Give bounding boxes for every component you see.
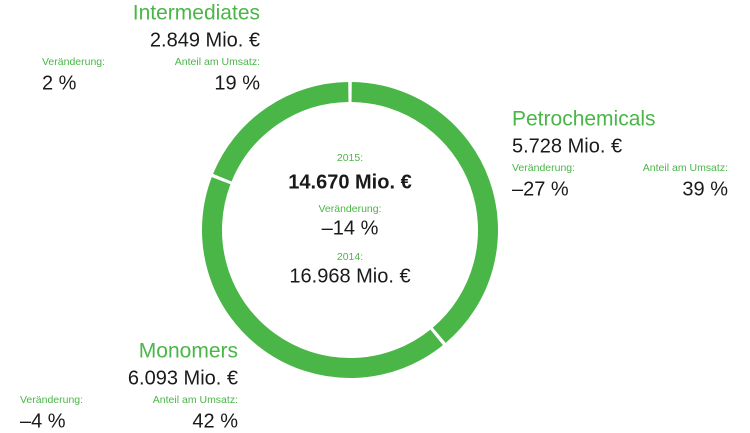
- year-label: 2015:: [337, 152, 363, 164]
- segment-name: Intermediates: [133, 2, 260, 25]
- prev-year-label: 2014:: [337, 251, 363, 263]
- change-caption: Veränderung:: [512, 162, 575, 174]
- change-value: –27 %: [512, 178, 569, 200]
- segment-name: Petrochemicals: [512, 108, 656, 131]
- share-caption: Anteil am Umsatz:: [643, 162, 728, 174]
- change-value: –4 %: [20, 410, 66, 432]
- share-caption: Anteil am Umsatz:: [153, 394, 238, 406]
- share-value: 39 %: [682, 178, 728, 200]
- change-value: 2 %: [42, 72, 77, 94]
- segment-revenue: 5.728 Mio. €: [512, 135, 622, 157]
- total-change: –14 %: [322, 217, 379, 239]
- total: 14.670 Mio. €: [288, 171, 411, 193]
- donut-segment: [213, 82, 349, 182]
- share-caption: Anteil am Umsatz:: [175, 56, 260, 68]
- donut-segment: [202, 177, 443, 378]
- segment-revenue: 6.093 Mio. €: [128, 367, 238, 389]
- share-value: 19 %: [214, 72, 260, 94]
- center-summary: 2015: 14.670 Mio. € Veränderung: –14 % 2…: [288, 152, 411, 288]
- change-caption: Veränderung:: [20, 394, 83, 406]
- segment-revenue: 2.849 Mio. €: [150, 29, 260, 51]
- change-caption: Veränderung:: [318, 203, 381, 215]
- donut-segment: [351, 82, 498, 343]
- prev-total: 16.968 Mio. €: [289, 265, 410, 287]
- change-caption: Veränderung:: [42, 56, 105, 68]
- segment-name: Monomers: [139, 340, 238, 363]
- share-value: 42 %: [192, 410, 238, 432]
